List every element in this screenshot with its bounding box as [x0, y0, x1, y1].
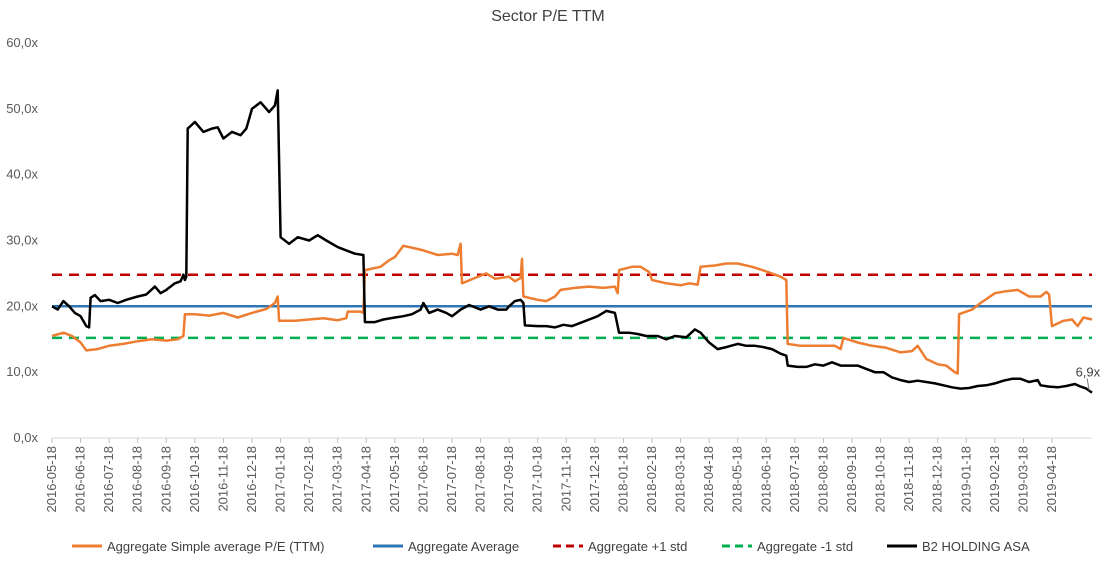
x-tick-label: 2018-05-18	[730, 446, 745, 513]
legend: Aggregate Simple average P/E (TTM) Aggreg…	[72, 539, 1030, 554]
x-tick-label: 2017-11-18	[558, 446, 573, 512]
y-tick-label: 50,0x	[6, 101, 38, 116]
annotation-label: 6,9x	[1076, 365, 1101, 380]
legend-label: Aggregate -1 std	[757, 539, 853, 554]
y-tick-label: 0,0x	[13, 430, 38, 445]
x-tick-label: 2016-05-18	[44, 446, 59, 513]
x-tick-label: 2018-12-18	[930, 446, 945, 513]
x-tick-label: 2016-06-18	[73, 446, 88, 513]
x-tick-label: 2017-10-18	[530, 446, 545, 513]
x-tick-label: 2017-07-18	[444, 446, 459, 513]
x-tick-label: 2018-03-18	[673, 446, 688, 513]
y-tick-label: 60,0x	[6, 35, 38, 50]
x-tick-label: 2018-06-18	[758, 446, 773, 513]
legend-label: B2 HOLDING ASA	[922, 539, 1030, 554]
x-tick-label: 2017-04-18	[358, 446, 373, 513]
x-tick-label: 2017-09-18	[501, 446, 516, 513]
x-tick-label: 2019-02-18	[987, 446, 1002, 513]
legend-label: Aggregate Simple average P/E (TTM)	[107, 539, 324, 554]
series-line-b2-holding-asa	[51, 89, 1093, 394]
x-tick-label: 2018-01-18	[615, 446, 630, 513]
x-tick-label: 2018-10-18	[873, 446, 888, 513]
x-tick-label: 2018-09-18	[844, 446, 859, 513]
x-tick-label: 2017-12-18	[587, 446, 602, 513]
annotation-leader	[1086, 378, 1090, 391]
reference-lines	[52, 273, 1092, 340]
x-tick-label: 2018-11-18	[901, 446, 916, 512]
x-tick-label: 2017-08-18	[473, 446, 488, 513]
x-tick-label: 2016-11-18	[215, 446, 230, 512]
legend-label: Aggregate Average	[408, 539, 519, 554]
x-tick-label: 2019-01-18	[958, 446, 973, 513]
y-tick-label: 10,0x	[6, 364, 38, 379]
x-tick-label: 2016-10-18	[187, 446, 202, 513]
x-tick-label: 2017-01-18	[273, 446, 288, 513]
x-tick-label: 2016-12-18	[244, 446, 259, 513]
x-tick-label: 2018-07-18	[787, 446, 802, 513]
x-tick-label: 2017-05-18	[387, 446, 402, 513]
x-tick-label: 2018-08-18	[815, 446, 830, 513]
chart-title: Sector P/E TTM	[491, 8, 605, 25]
x-tick-label: 2017-02-18	[301, 446, 316, 513]
x-tick-label: 2019-03-18	[1015, 446, 1030, 513]
x-tick-label: 2017-06-18	[415, 446, 430, 513]
x-tick-label: 2016-08-18	[130, 446, 145, 513]
x-tick-label: 2017-03-18	[330, 446, 345, 513]
y-axis-ticks: 0,0x 10,0x 20,0x 30,0x 40,0x 50,0x 60,0x	[6, 35, 38, 445]
x-tick-label: 2018-02-18	[644, 446, 659, 513]
x-tick-label: 2018-04-18	[701, 446, 716, 513]
x-tick-label: 2016-07-18	[101, 446, 116, 513]
x-axis: 2016-05-18 2016-06-18 2016-07-18 2016-08-18…	[44, 437, 1092, 513]
y-tick-label: 20,0x	[6, 298, 38, 313]
y-tick-label: 40,0x	[6, 167, 38, 182]
series-lines	[51, 89, 1093, 394]
legend-label: Aggregate +1 std	[588, 539, 687, 554]
y-tick-label: 30,0x	[6, 233, 38, 248]
x-tick-label: 2019-04-18	[1044, 446, 1059, 513]
series-line-aggregate-simple-average-p-e-ttm	[51, 242, 1093, 375]
annotation: 6,9x	[1076, 365, 1101, 391]
x-tick-label: 2016-09-18	[158, 446, 173, 513]
